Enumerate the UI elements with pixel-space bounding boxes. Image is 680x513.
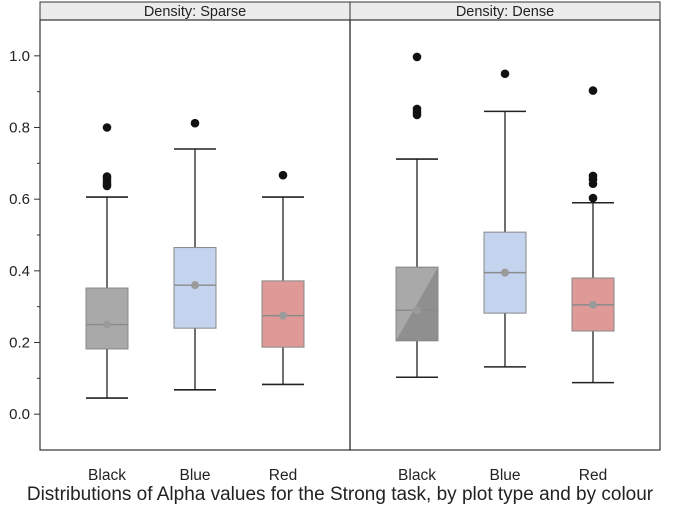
outlier-point (102, 172, 112, 181)
y-tick-label: 0.0 (9, 406, 30, 423)
outlier-point (278, 170, 288, 180)
outlier-point (412, 104, 422, 114)
y-tick-label: 0.4 (9, 263, 30, 280)
mean-marker (103, 320, 111, 329)
box-diagonal-shade (396, 267, 438, 341)
x-category-label: Black (88, 467, 126, 480)
outlier-point (588, 193, 598, 203)
outlier-point (412, 52, 422, 62)
panel-frame (349, 19, 661, 451)
x-category-label: Blue (489, 467, 520, 480)
x-category-label: Red (269, 467, 297, 480)
outlier-point (500, 69, 510, 79)
figure-caption: Distributions of Alpha values for the St… (26, 484, 654, 505)
box-outline (395, 266, 439, 342)
y-tick-label: 0.8 (9, 120, 30, 137)
mean-marker (279, 311, 287, 320)
box-plot-chart: 0.0 0.2 0.4 0.6 0.8 1.0 Density: Sparse Black Bl… (9, 1, 661, 480)
mean-marker (589, 300, 597, 309)
panel-title: Density: Sparse (144, 4, 246, 20)
y-tick-label: 1.0 (9, 48, 30, 65)
outlier-point (588, 171, 598, 181)
outlier-point (588, 86, 598, 95)
x-category-label: Black (398, 467, 436, 480)
y-tick-label: 0.2 (9, 335, 30, 352)
y-tick-label: 0.6 (9, 191, 30, 208)
outlier-point (102, 123, 112, 132)
mean-marker (413, 306, 421, 315)
x-category-label: Blue (179, 467, 210, 480)
panel-title: Density: Dense (456, 4, 554, 20)
x-category-label: Red (579, 467, 607, 480)
mean-marker (501, 268, 509, 277)
mean-marker (191, 281, 199, 290)
box-black (85, 287, 129, 350)
outlier-point (190, 118, 200, 128)
